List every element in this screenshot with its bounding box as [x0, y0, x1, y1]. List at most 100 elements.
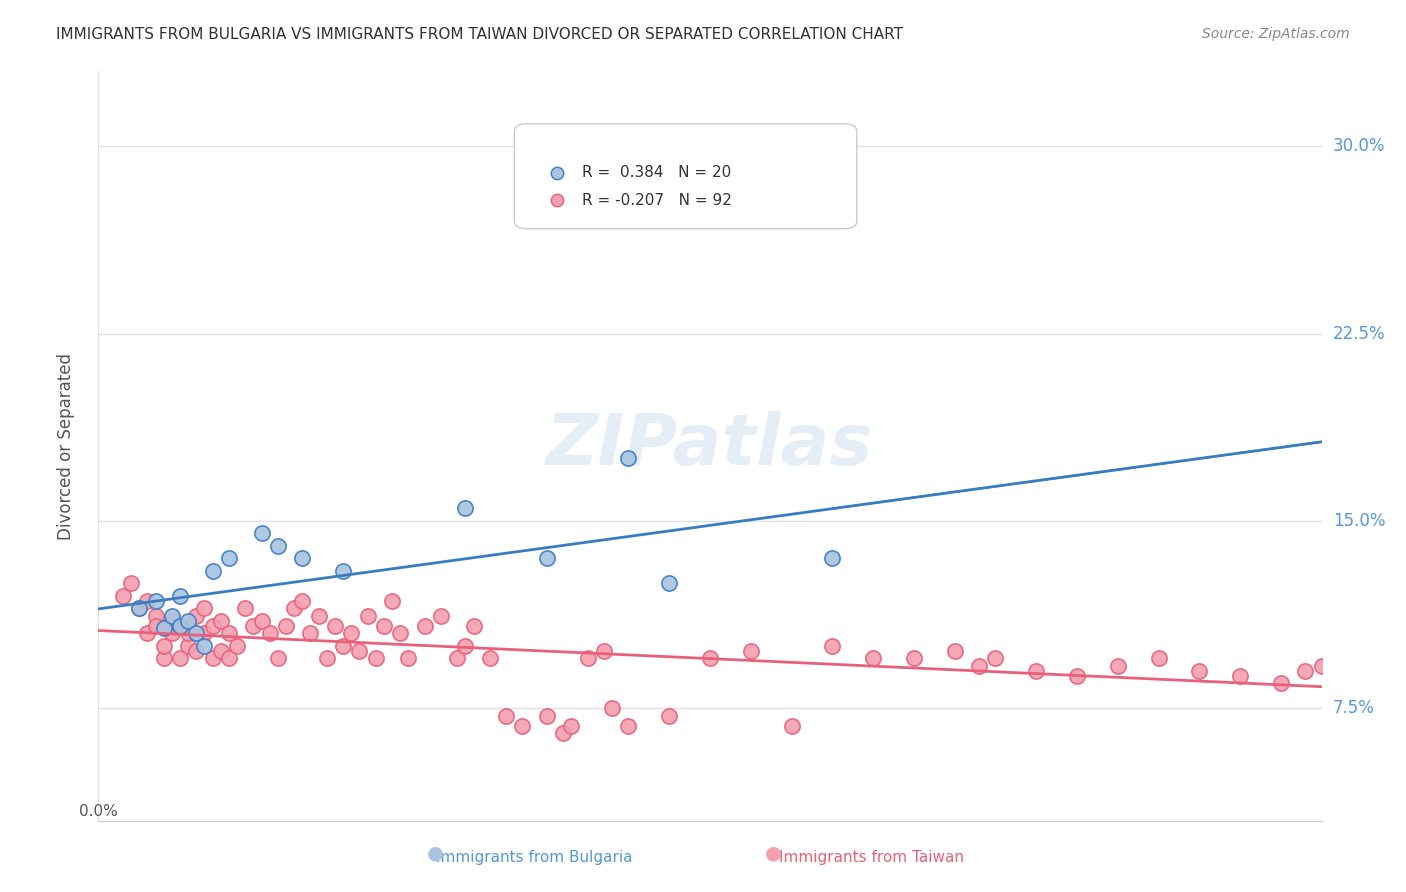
Point: [1270, 676, 1292, 690]
Point: [373, 619, 395, 633]
Point: [193, 626, 215, 640]
Point: [209, 644, 232, 658]
Point: [512, 719, 534, 733]
Point: [152, 651, 174, 665]
Point: [430, 608, 453, 623]
Point: [984, 651, 1007, 665]
Point: [145, 608, 167, 623]
Text: Immigrants from Taiwan: Immigrants from Taiwan: [779, 850, 965, 865]
Point: [454, 639, 477, 653]
Point: [169, 619, 191, 633]
Point: [446, 651, 468, 665]
Text: ZIPatlas: ZIPatlas: [547, 411, 873, 481]
Point: [250, 526, 273, 541]
Text: Immigrants from Bulgaria: Immigrants from Bulgaria: [436, 850, 633, 865]
Point: [169, 619, 191, 633]
Point: [862, 651, 884, 665]
Point: [463, 619, 485, 633]
Point: [186, 644, 208, 658]
Point: [193, 639, 215, 653]
Point: [160, 608, 183, 623]
Point: [364, 651, 387, 665]
Point: [136, 594, 159, 608]
Point: [780, 719, 803, 733]
Point: [593, 644, 616, 658]
Point: [943, 644, 966, 658]
Point: [1107, 658, 1129, 673]
Point: [821, 639, 844, 653]
Text: IMMIGRANTS FROM BULGARIA VS IMMIGRANTS FROM TAIWAN DIVORCED OR SEPARATED CORRELA: IMMIGRANTS FROM BULGARIA VS IMMIGRANTS F…: [56, 27, 903, 42]
Point: [332, 564, 354, 578]
Point: [201, 564, 224, 578]
Point: [152, 639, 174, 653]
Point: [349, 644, 371, 658]
Point: [218, 651, 240, 665]
Point: [478, 651, 501, 665]
Point: [967, 658, 990, 673]
Point: [1294, 664, 1316, 678]
Point: [658, 708, 681, 723]
Point: [1360, 689, 1382, 703]
Point: [1188, 664, 1211, 678]
Point: [1375, 676, 1398, 690]
Point: [152, 621, 174, 635]
Point: [299, 626, 322, 640]
Point: [120, 576, 142, 591]
Text: ●: ●: [427, 844, 444, 863]
Text: Source: ZipAtlas.com: Source: ZipAtlas.com: [1202, 27, 1350, 41]
Y-axis label: Divorced or Separated: Divorced or Separated: [56, 352, 75, 540]
Point: [536, 708, 558, 723]
FancyBboxPatch shape: [515, 124, 856, 228]
Point: [340, 626, 363, 640]
Point: [1392, 683, 1406, 698]
Point: [332, 639, 354, 653]
Point: [1310, 658, 1333, 673]
Point: [267, 539, 290, 553]
Point: [267, 651, 290, 665]
Point: [600, 701, 623, 715]
Point: [209, 614, 232, 628]
Point: [160, 614, 183, 628]
Point: [226, 639, 249, 653]
Point: [1327, 676, 1350, 690]
Point: [413, 619, 436, 633]
Point: [259, 626, 281, 640]
Point: [274, 619, 297, 633]
Text: ●: ●: [765, 844, 782, 863]
Point: [617, 451, 640, 466]
Point: [323, 619, 346, 633]
Point: [136, 626, 159, 640]
Point: [169, 589, 191, 603]
Point: [193, 601, 215, 615]
Point: [821, 551, 844, 566]
Point: [1343, 669, 1365, 683]
Text: 7.5%: 7.5%: [1333, 699, 1375, 717]
Point: [536, 551, 558, 566]
Point: [699, 651, 721, 665]
Point: [242, 619, 264, 633]
Point: [356, 608, 378, 623]
Point: [186, 608, 208, 623]
Text: 22.5%: 22.5%: [1333, 325, 1385, 343]
Point: [128, 601, 150, 615]
Point: [1066, 669, 1088, 683]
Point: [658, 576, 681, 591]
Point: [291, 594, 314, 608]
Point: [201, 619, 224, 633]
Point: [128, 601, 150, 615]
Point: [308, 608, 330, 623]
Text: 30.0%: 30.0%: [1333, 137, 1385, 155]
Point: [145, 619, 167, 633]
Text: R =  0.384   N = 20: R = 0.384 N = 20: [582, 165, 731, 180]
Point: [218, 551, 240, 566]
Point: [553, 726, 575, 740]
Point: [560, 719, 582, 733]
Point: [283, 601, 305, 615]
Text: R = -0.207   N = 92: R = -0.207 N = 92: [582, 193, 731, 208]
Point: [903, 651, 925, 665]
Point: [160, 626, 183, 640]
Point: [1025, 664, 1047, 678]
Point: [495, 708, 517, 723]
Point: [617, 719, 640, 733]
Point: [454, 501, 477, 516]
